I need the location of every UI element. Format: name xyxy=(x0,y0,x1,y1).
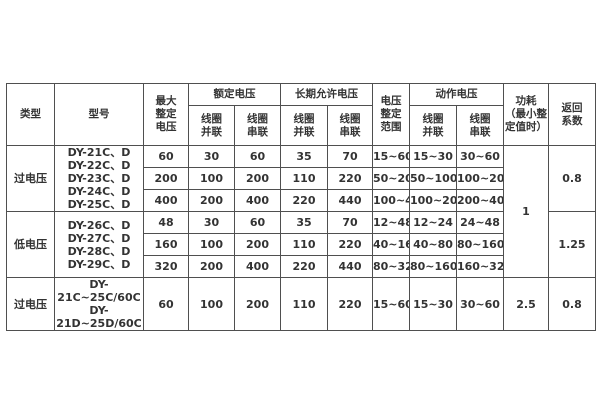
cell-group3-models: DY-21C~25C/60C DY-21D~25D/60C xyxy=(54,277,144,331)
header-longterm-coil-parallel: 线圈 并联 xyxy=(280,105,328,146)
cell-group2-type: 低电压 xyxy=(6,211,55,278)
table-cell: 60 xyxy=(234,145,281,168)
table-row: 400 200 400 220 440 100~400 100~200 200~… xyxy=(7,189,596,212)
header-rated-coil-series: 线圈 串联 xyxy=(234,105,281,146)
table-cell: 400 xyxy=(234,189,281,212)
cell-group1-type: 过电压 xyxy=(6,145,55,212)
table-cell: 100 xyxy=(188,277,235,331)
table-cell: 80~160 xyxy=(409,255,457,278)
table-cell: 35 xyxy=(280,145,328,168)
table-cell: 200 xyxy=(234,277,281,331)
header-operate-voltage: 动作电压 xyxy=(409,83,504,106)
table-cell: 200 xyxy=(234,167,281,190)
table-cell: 30~60 xyxy=(456,145,504,168)
cell-group3-type: 过电压 xyxy=(6,277,55,331)
table-cell: 15~60 xyxy=(372,145,410,168)
table-cell: 15~30 xyxy=(409,277,457,331)
table-cell: 60 xyxy=(143,145,189,168)
table-cell: 60 xyxy=(234,211,281,234)
header-rated-coil-parallel: 线圈 并联 xyxy=(188,105,235,146)
table-cell: 80~320 xyxy=(372,255,410,278)
table-cell: 220 xyxy=(327,277,373,331)
table-cell: 30 xyxy=(188,211,235,234)
table-cell: 50~100 xyxy=(409,167,457,190)
table-cell: 110 xyxy=(280,233,328,256)
table-row: 过电压 DY-21C、D DY-22C、D DY-23C、D DY-24C、D … xyxy=(6,145,596,278)
table-cell: 160~320 xyxy=(456,255,504,278)
table-cell: 100 xyxy=(188,233,235,256)
table-cell: 220 xyxy=(280,255,328,278)
cell-group1-return-coeff: 0.8 xyxy=(548,145,596,212)
table-row: 200 100 200 110 220 50~200 50~100 100~20… xyxy=(7,167,596,190)
cell-group2-models: DY-26C、D DY-27C、D DY-28C、D DY-29C、D xyxy=(54,211,144,278)
table-cell: 100~200 xyxy=(409,189,457,212)
table-cell: 40~160 xyxy=(372,233,410,256)
table-cell: 200 xyxy=(234,233,281,256)
table-cell: 100~400 xyxy=(372,189,410,212)
table-cell: 12~24 xyxy=(409,211,457,234)
table-cell: 70 xyxy=(327,211,373,234)
cell-group2-return-coeff: 1.25 xyxy=(548,211,596,278)
cell-group3-power: 2.5 xyxy=(503,277,549,331)
table-cell: 220 xyxy=(327,233,373,256)
table-cell: 200 xyxy=(143,167,189,190)
table-cell: 440 xyxy=(327,255,373,278)
table-cell: 320 xyxy=(143,255,189,278)
cell-power-shared: 1 xyxy=(503,145,549,278)
table-cell: 30~60 xyxy=(456,277,504,331)
table-cell: 15~60 xyxy=(372,277,410,331)
header-operate-coil-parallel: 线圈 并联 xyxy=(409,105,457,146)
table-cell: 220 xyxy=(280,189,328,212)
header-setting-range: 电压 整定 范围 xyxy=(372,83,410,146)
table-cell: 200 xyxy=(188,255,235,278)
table-cell: 440 xyxy=(327,189,373,212)
table-cell: 100~200 xyxy=(456,167,504,190)
table-cell: 70 xyxy=(327,145,373,168)
table-cell: 160 xyxy=(143,233,189,256)
table-cell: 40~80 xyxy=(409,233,457,256)
table-cell: 200~400 xyxy=(456,189,504,212)
table-cell: 12~48 xyxy=(372,211,410,234)
header-return-coeff: 返回 系数 xyxy=(548,83,596,146)
table-cell: 35 xyxy=(280,211,328,234)
header-model: 型号 xyxy=(54,83,144,146)
header-type: 类型 xyxy=(6,83,55,146)
table-row: 低电压 DY-26C、D DY-27C、D DY-28C、D DY-29C、D … xyxy=(6,211,596,278)
table-cell: 15~30 xyxy=(409,145,457,168)
header-operate-coil-series: 线圈 串联 xyxy=(456,105,504,146)
table-row: 160 100 200 110 220 40~160 40~80 80~160 xyxy=(7,233,596,256)
table-row: 过电压 DY-21C~25C/60C DY-21D~25D/60C 60 100… xyxy=(6,277,596,331)
header-max-setting-voltage: 最大 整定 电压 xyxy=(143,83,189,146)
cell-group3-return-coeff: 0.8 xyxy=(548,277,596,331)
table-cell: 110 xyxy=(280,167,328,190)
table-cell: 24~48 xyxy=(456,211,504,234)
header-longterm-coil-series: 线圈 串联 xyxy=(327,105,373,146)
table-cell: 400 xyxy=(234,255,281,278)
table-cell: 220 xyxy=(327,167,373,190)
header-rated-voltage: 额定电压 xyxy=(188,83,281,106)
relay-spec-table: 类型 型号 最大 整定 电压 额定电压 长期允许电压 电压 整定 范围 动作电压… xyxy=(6,83,596,331)
header-longterm-voltage: 长期允许电压 xyxy=(280,83,373,106)
table-cell: 50~200 xyxy=(372,167,410,190)
table-cell: 200 xyxy=(188,189,235,212)
cell-group1-models: DY-21C、D DY-22C、D DY-23C、D DY-24C、D DY-2… xyxy=(54,145,144,212)
table-cell: 100 xyxy=(188,167,235,190)
header-power: 功耗 （最小整 定值时） xyxy=(503,83,549,146)
table-cell: 400 xyxy=(143,189,189,212)
table-cell: 110 xyxy=(280,277,328,331)
table-cell: 80~160 xyxy=(456,233,504,256)
table-cell: 30 xyxy=(188,145,235,168)
table-cell: 60 xyxy=(143,277,189,331)
table-cell: 48 xyxy=(143,211,189,234)
